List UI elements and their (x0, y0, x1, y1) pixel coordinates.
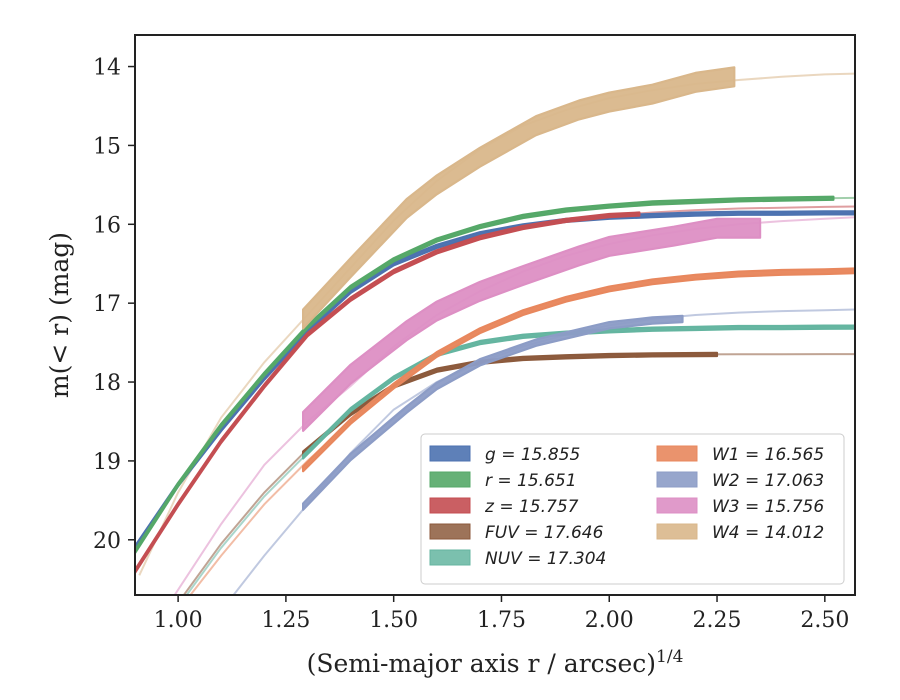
x-tick-label: 2.00 (585, 608, 634, 633)
x-tick-label: 1.00 (154, 608, 203, 633)
observed-band (302, 314, 684, 511)
legend-label: r = 15.651 (485, 471, 577, 491)
y-tick-label: 19 (93, 450, 121, 475)
plot-frame (134, 34, 856, 596)
y-tick-label: 15 (93, 134, 121, 159)
series-layer (135, 66, 855, 595)
observed-band (302, 351, 719, 456)
x-tick-label: 2.50 (800, 608, 849, 633)
observed-band (302, 66, 736, 330)
legend-box (420, 433, 845, 585)
x-axis-title-main: (Semi-major axis r / arcsec) (307, 649, 656, 678)
legend-swatch (429, 471, 471, 488)
y-tick-label: 20 (93, 529, 121, 554)
observed-band (302, 217, 762, 432)
ticks-layer: 1.00 1.25 1.50 1.75 2.00 2.25 2.50 14 15 16 17 18 19… (93, 56, 849, 633)
legend-label: z = 15.757 (484, 497, 579, 517)
y-tick-label: 16 (93, 213, 121, 238)
legend-label: NUV = 17.304 (485, 549, 606, 569)
observed-band (302, 324, 855, 460)
legend-swatch (656, 471, 698, 488)
observed-band (135, 195, 835, 555)
legend: g = 15.855 r = 15.651 z = 15.757 FUV = 17.6… (420, 433, 845, 585)
y-tick-label: 17 (93, 292, 121, 317)
observed-band (135, 211, 641, 574)
legend-swatch (429, 549, 471, 566)
legend-swatch (429, 445, 471, 462)
legend-swatch (429, 523, 471, 540)
x-tick-label: 2.25 (693, 608, 742, 633)
y-tick-label: 18 (93, 371, 121, 396)
x-axis-title: (Semi-major axis r / arcsec)1/4 (307, 647, 684, 678)
legend-label: g = 15.855 (485, 445, 580, 465)
y-axis-title: m(< r) (mag) (45, 232, 74, 398)
x-tick-label: 1.25 (261, 608, 310, 633)
x-tick-label: 1.50 (369, 608, 418, 633)
y-tick-label: 14 (93, 56, 121, 81)
legend-label: W4 = 14.012 (712, 523, 824, 543)
observed-band (302, 267, 855, 473)
legend-swatch (656, 523, 698, 540)
x-tick-label: 1.75 (477, 608, 526, 633)
legend-label: FUV = 17.646 (485, 523, 604, 543)
legend-swatch (656, 445, 698, 462)
legend-label: W3 = 15.756 (712, 497, 824, 517)
legend-swatch (429, 497, 471, 514)
legend-swatch (656, 497, 698, 514)
legend-label: W2 = 17.063 (712, 471, 824, 491)
x-axis-title-sup: 1/4 (656, 647, 683, 667)
legend-label: W1 = 16.565 (712, 445, 824, 465)
